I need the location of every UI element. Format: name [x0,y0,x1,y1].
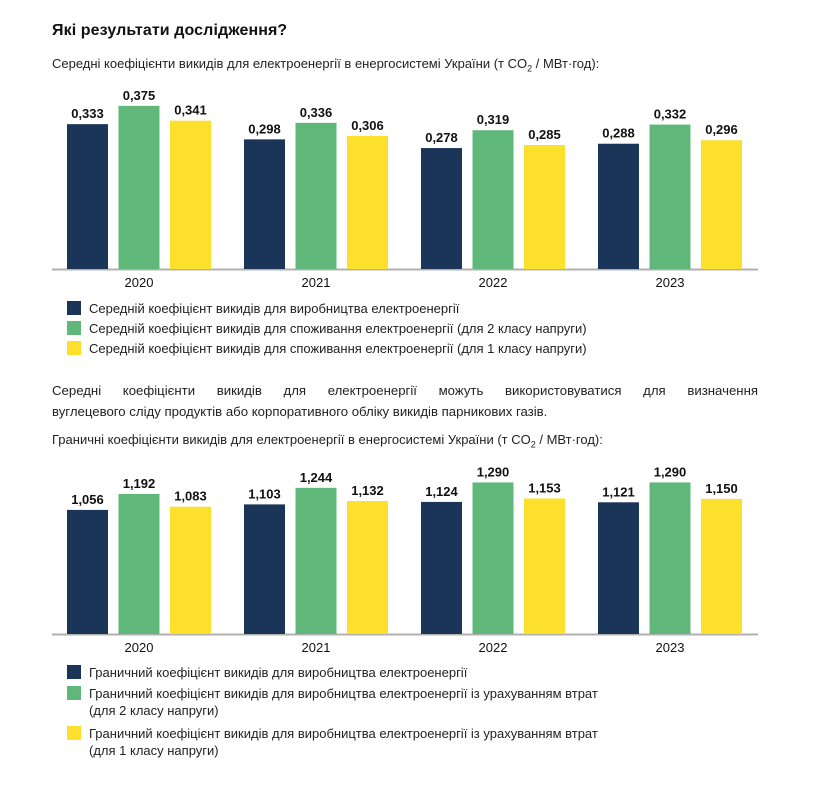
chart2-bar-2021-series-2 [295,487,337,634]
chart1-bar-2021-series-2 [295,122,337,269]
chart2-bar-2020-series-1 [67,509,108,634]
chart2-value-label-2022-series-1: 1,124 [425,484,458,499]
legend1-item-consumption-class1: Середній коефіцієнт викидів для споживан… [67,340,587,357]
chart2-subtitle: Граничні коефіцієнти викидів для електро… [52,432,603,450]
chart2-x-tick-2022: 2022 [479,640,508,655]
chart2-bar-2023-series-2 [649,482,691,634]
chart1-x-tick-2020: 2020 [125,275,154,290]
chart2-value-label-2021-series-3: 1,132 [351,483,384,498]
legend-label: Середній коефіцієнт викидів для виробниц… [89,301,460,316]
chart1-x-tick-2022: 2022 [479,275,508,290]
chart1-value-label-2021-series-2: 0,336 [300,105,333,120]
legend-label-line1: Граничний коефіцієнт викидів для виробни… [89,686,598,701]
chart2-value-label-2020-series-2: 1,192 [123,476,156,491]
legend-label-line2: (для 1 класу напруги) [89,743,219,758]
chart2-value-label-2021-series-1: 1,103 [248,486,281,501]
chart2-value-label-2023-series-1: 1,121 [602,484,635,499]
legend-swatch-green [67,686,81,700]
chart1-subtitle-text: Середні коефіцієнти викидів для електрое… [52,56,528,71]
chart2-subtitle-subscript: 2 [530,439,536,450]
chart1-subtitle: Середні коефіцієнти викидів для електрое… [52,56,599,74]
chart2-subtitle-text: Граничні коефіцієнти викидів для електро… [52,432,531,447]
chart1-legend: Середній коефіцієнт викидів для виробниц… [67,300,587,360]
paragraph-line-1: Середні коефіцієнти викидів для електрое… [52,383,758,398]
chart1-subtitle-unit: / МВт·год): [532,56,600,71]
legend-label-line2: (для 2 класу напруги) [89,703,219,718]
chart1-bar-2021-series-3 [347,135,388,269]
chart1-value-label-2023-series-1: 0,288 [602,126,635,141]
legend-label: Граничний коефіцієнт викидів для виробни… [89,685,598,719]
chart2-legend: Граничний коефіцієнт викидів для виробни… [67,664,598,762]
legend-swatch-navy [67,301,81,315]
chart1-value-label-2020-series-3: 0,341 [174,103,207,118]
chart1-bar-2020-series-1 [67,124,108,270]
chart2-bar-2022-series-1 [421,501,462,634]
legend-label-line1: Граничний коефіцієнт викидів для виробни… [89,726,598,741]
legend-label: Граничний коефіцієнт викидів для виробни… [89,665,468,680]
chart1-x-tick-2021: 2021 [302,275,331,290]
legend2-item-production: Граничний коефіцієнт викидів для виробни… [67,664,598,681]
legend-swatch-navy [67,665,81,679]
chart1-bar-2023-series-2 [649,124,691,269]
chart2-value-label-2022-series-2: 1,290 [477,464,510,479]
chart1-bar-2023-series-1 [598,143,639,269]
chart1-value-label-2023-series-2: 0,332 [654,107,687,122]
chart1-bar-2020-series-2 [118,105,160,269]
chart2-value-label-2023-series-3: 1,150 [705,481,738,496]
legend1-item-production: Середній коефіцієнт викидів для виробниц… [67,300,587,317]
chart1-value-label-2022-series-1: 0,278 [425,130,458,145]
chart1-value-label-2021-series-3: 0,306 [351,118,384,133]
legend2-item-losses-class1: Граничний коефіцієнт викидів для виробни… [67,725,598,759]
legend-swatch-green [67,321,81,335]
chart1-bar-2022-series-1 [421,148,462,269]
legend-swatch-yellow [67,726,81,740]
chart2-marginal-emission-factors: 1,056 1,192 1,083 2020 1,103 1,244 1,132 2021 1,… [52,464,758,655]
chart2-value-label-2020-series-1: 1,056 [71,492,104,507]
chart2-bar-2023-series-1 [598,502,639,634]
explanatory-paragraph: Середні коефіцієнти викидів для електрое… [52,380,758,422]
chart2-bar-2020-series-2 [118,493,160,634]
chart2-subtitle-unit: / МВт·год): [535,432,603,447]
chart1-value-label-2022-series-3: 0,285 [528,127,561,142]
chart1-value-label-2022-series-2: 0,319 [477,112,510,127]
chart2-bar-2020-series-3 [170,506,211,634]
chart1-value-label-2021-series-1: 0,298 [248,121,281,136]
legend2-item-losses-class2: Граничний коефіцієнт викидів для виробни… [67,685,598,719]
chart1-bar-2022-series-3 [524,145,565,269]
chart2-bar-2023-series-3 [701,498,742,634]
page-heading: Які результати дослідження? [52,22,288,39]
legend-swatch-yellow [67,341,81,355]
chart2-value-label-2022-series-3: 1,153 [528,481,561,496]
chart1-value-label-2020-series-2: 0,375 [123,88,156,103]
chart1-bar-2021-series-1 [244,139,285,269]
chart1-bar-2020-series-3 [170,120,211,269]
legend1-item-consumption-class2: Середній коефіцієнт викидів для споживан… [67,320,587,337]
legend-label: Середній коефіцієнт викидів для споживан… [89,341,587,356]
chart1-value-label-2023-series-3: 0,296 [705,122,738,137]
paragraph-line-2: вуглецевого сліду продуктів або корпорат… [52,404,548,419]
chart2-bar-2021-series-3 [347,500,388,634]
chart1-subtitle-subscript: 2 [527,63,533,74]
chart2-bar-2022-series-2 [472,482,514,634]
chart2-value-label-2023-series-2: 1,290 [654,464,687,479]
chart2-value-label-2020-series-3: 1,083 [174,489,207,504]
legend-label: Середній коефіцієнт викидів для споживан… [89,321,587,336]
chart2-value-label-2021-series-2: 1,244 [300,470,333,485]
chart1-bar-2022-series-2 [472,130,514,269]
chart2-x-tick-2020: 2020 [125,640,154,655]
chart1-average-emission-factors: 0,333 0,375 0,341 2020 0,298 0,336 0,306 2021 0,… [52,88,758,290]
legend-label: Граничний коефіцієнт викидів для виробни… [89,725,598,759]
chart1-x-tick-2023: 2023 [656,275,685,290]
chart2-x-tick-2023: 2023 [656,640,685,655]
chart2-x-tick-2021: 2021 [302,640,331,655]
chart1-bar-2023-series-3 [701,140,742,269]
chart2-bar-2021-series-1 [244,504,285,634]
chart1-value-label-2020-series-1: 0,333 [71,106,104,121]
chart2-bar-2022-series-3 [524,498,565,634]
